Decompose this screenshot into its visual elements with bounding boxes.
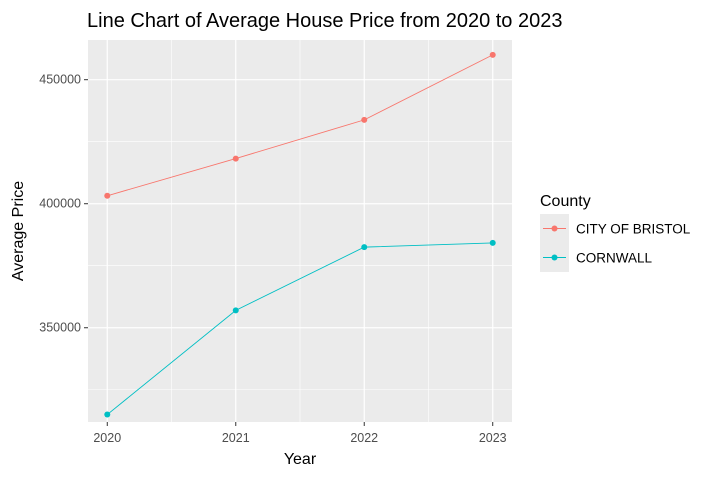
legend-item: CORNWALL [540, 243, 653, 272]
data-point [361, 116, 368, 123]
data-point [361, 244, 368, 251]
legend-label: CITY OF BRISTOL [576, 222, 691, 237]
x-tick-label: 2021 [222, 431, 250, 445]
series-points [104, 51, 496, 418]
series-line [107, 54, 493, 197]
chart-title: Line Chart of Average House Price from 2… [87, 10, 562, 32]
series-line [106, 242, 493, 415]
major-gridlines [88, 40, 512, 422]
x-tick-label: 2020 [93, 431, 121, 445]
legend-label: CORNWALL [576, 251, 653, 266]
data-point [104, 411, 111, 418]
x-tick-label: 2023 [479, 431, 507, 445]
legend-item: CITY OF BRISTOL [540, 214, 691, 243]
data-point [104, 192, 111, 199]
x-axis-title: Year [284, 451, 317, 468]
legend: County CITY OF BRISTOL CORNWALL [540, 193, 691, 272]
y-tick-label: 350000 [39, 321, 81, 335]
data-point [489, 239, 496, 246]
minor-gridlines [88, 40, 512, 422]
data-point [232, 155, 239, 162]
legend-key-point [551, 225, 558, 232]
data-point [232, 307, 239, 314]
y-tick-label: 450000 [39, 73, 81, 87]
legend-items: CITY OF BRISTOL CORNWALL [540, 214, 691, 272]
y-axis-title: Average Price [10, 181, 27, 281]
y-axis-ticks: 350000 400000 450000 [39, 73, 88, 335]
data-point [489, 51, 496, 58]
y-tick-label: 400000 [39, 197, 81, 211]
legend-title: County [540, 193, 591, 210]
legend-key-point [551, 254, 558, 261]
x-tick-label: 2022 [350, 431, 378, 445]
x-axis-ticks: 2020 2021 2022 2023 [93, 422, 507, 445]
series-lines [106, 54, 493, 415]
